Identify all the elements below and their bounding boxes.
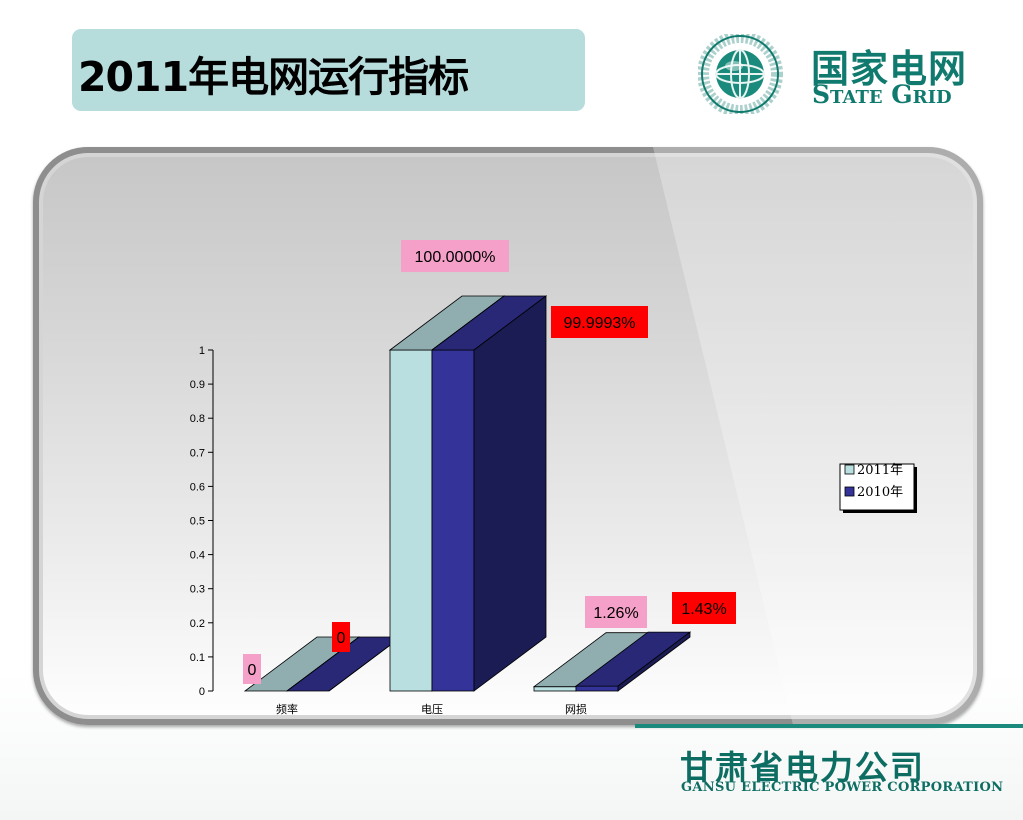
data-label: 1.26% bbox=[585, 596, 647, 628]
state-grid-emblem-icon bbox=[698, 34, 783, 114]
data-label: 99.9993% bbox=[551, 306, 648, 338]
footer-company-cn: 甘肃省电力公司 bbox=[680, 748, 925, 787]
data-label-text: 99.9993% bbox=[563, 315, 635, 332]
data-label-bg bbox=[332, 622, 350, 652]
data-label: 1.43% bbox=[672, 592, 736, 624]
legend-shadow bbox=[843, 510, 917, 513]
y-tick-label: 0.7 bbox=[190, 447, 205, 459]
data-label-bg bbox=[672, 592, 736, 624]
data-label-text: 1.26% bbox=[593, 605, 638, 622]
panel-sheen bbox=[653, 147, 983, 725]
legend-label: 2010年 bbox=[857, 485, 903, 500]
data-label-bg bbox=[551, 306, 648, 338]
y-tick-label: 0.1 bbox=[190, 652, 205, 664]
y-tick-label: 1 bbox=[199, 345, 205, 357]
data-label: 100.0000% bbox=[401, 240, 509, 272]
category-label: 网损 bbox=[565, 702, 587, 716]
data-label-text: 0 bbox=[248, 662, 257, 679]
legend: 2011年 2010年 bbox=[839, 463, 917, 513]
footer-divider bbox=[635, 724, 1023, 728]
bar-front bbox=[533, 686, 577, 692]
legend-shadow bbox=[914, 467, 917, 513]
y-tick-label: 0.8 bbox=[190, 413, 205, 425]
bar-side bbox=[617, 631, 691, 692]
bar-front bbox=[431, 349, 475, 692]
y-tick-label: 0.3 bbox=[190, 584, 205, 596]
legend-swatch bbox=[844, 486, 855, 497]
bar-front bbox=[389, 349, 433, 692]
data-label-text: 100.0000% bbox=[415, 249, 496, 266]
y-tick-label: 0.2 bbox=[190, 618, 205, 630]
y-tick-label: 0.4 bbox=[190, 550, 205, 562]
legend-swatch bbox=[844, 464, 855, 475]
logo-wordmark-cn: 国家电网 bbox=[811, 47, 968, 91]
state-grid-logo: 国家电网 State Grid bbox=[698, 34, 983, 114]
footer-company-en: GANSU ELECTRIC POWER CORPORATION bbox=[681, 780, 1004, 795]
logo-wordmark-en: State Grid bbox=[812, 80, 952, 109]
category-label: 频率 bbox=[276, 702, 298, 716]
y-tick-label: 0.6 bbox=[190, 481, 205, 493]
data-label-bg bbox=[243, 654, 261, 684]
data-label-bg bbox=[401, 240, 509, 272]
bars bbox=[243, 295, 692, 692]
y-axis: 0 0.1 0.2 0.3 0.4 0.5 0.6 0.7 0.8 0.9 1 bbox=[190, 345, 214, 698]
y-tick-label: 0.5 bbox=[190, 516, 205, 528]
data-label: 0 bbox=[332, 622, 350, 652]
data-label: 0 bbox=[243, 654, 261, 684]
bar-1-1 bbox=[430, 295, 548, 692]
data-labels: 0 0 100.0000% 99.9993% 1.26% 1.43% bbox=[243, 240, 736, 684]
y-tick-label: 0.9 bbox=[190, 379, 205, 391]
legend-label: 2011年 bbox=[857, 463, 903, 478]
bar-side bbox=[473, 295, 547, 692]
y-tick-label: 0 bbox=[199, 686, 205, 698]
data-label-text: 1.43% bbox=[681, 601, 726, 618]
data-label-bg bbox=[585, 596, 647, 628]
data-label-text: 0 bbox=[337, 630, 346, 647]
title-box: 2011年电网运行指标 bbox=[72, 29, 585, 111]
category-label: 电压 bbox=[421, 703, 443, 716]
category-labels: 频率 电压 网损 bbox=[276, 702, 587, 716]
bar-front bbox=[575, 685, 619, 692]
page-title: 2011年电网运行指标 bbox=[78, 53, 469, 101]
bar-2-1 bbox=[574, 631, 692, 692]
